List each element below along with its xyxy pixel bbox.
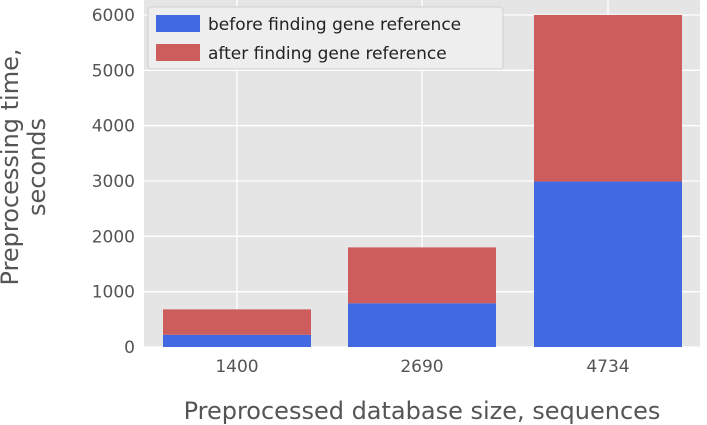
x-axis-title: Preprocessed database size, sequences xyxy=(184,397,661,425)
y-axis-ticks: 0 1000 2000 3000 4000 5000 6000 xyxy=(92,6,135,358)
bar-after-4734 xyxy=(534,15,682,182)
y-axis-title: Preprocessing time, seconds xyxy=(0,49,51,286)
legend-label-after: after finding gene reference xyxy=(208,44,447,64)
x-tick-label: 4734 xyxy=(586,357,629,377)
y-tick-label: 0 xyxy=(124,338,135,358)
y-tick-label: 2000 xyxy=(92,227,135,247)
x-axis-ticks: 1400 2690 4734 xyxy=(215,357,629,377)
bar-before-4734 xyxy=(534,181,682,347)
y-axis-title-line-1: Preprocessing time, xyxy=(0,49,24,286)
bar-before-2690 xyxy=(348,303,496,347)
bar-before-1400 xyxy=(163,334,311,347)
bars xyxy=(163,15,682,347)
y-tick-label: 4000 xyxy=(92,117,135,137)
legend-label-before: before finding gene reference xyxy=(208,15,461,35)
x-tick-label: 1400 xyxy=(215,357,258,377)
legend-box xyxy=(147,6,504,70)
y-tick-label: 3000 xyxy=(92,172,135,192)
x-tick-label: 2690 xyxy=(400,357,443,377)
y-tick-label: 6000 xyxy=(92,6,135,26)
legend-swatch-after xyxy=(156,44,200,61)
legend-swatch-before xyxy=(156,15,200,32)
y-axis-title-line-2: seconds xyxy=(23,118,51,216)
bar-after-2690 xyxy=(348,247,496,304)
y-tick-label: 5000 xyxy=(92,61,135,81)
y-tick-label: 1000 xyxy=(92,283,135,303)
legend: before finding gene reference after find… xyxy=(147,6,504,70)
bar-after-1400 xyxy=(163,309,311,335)
